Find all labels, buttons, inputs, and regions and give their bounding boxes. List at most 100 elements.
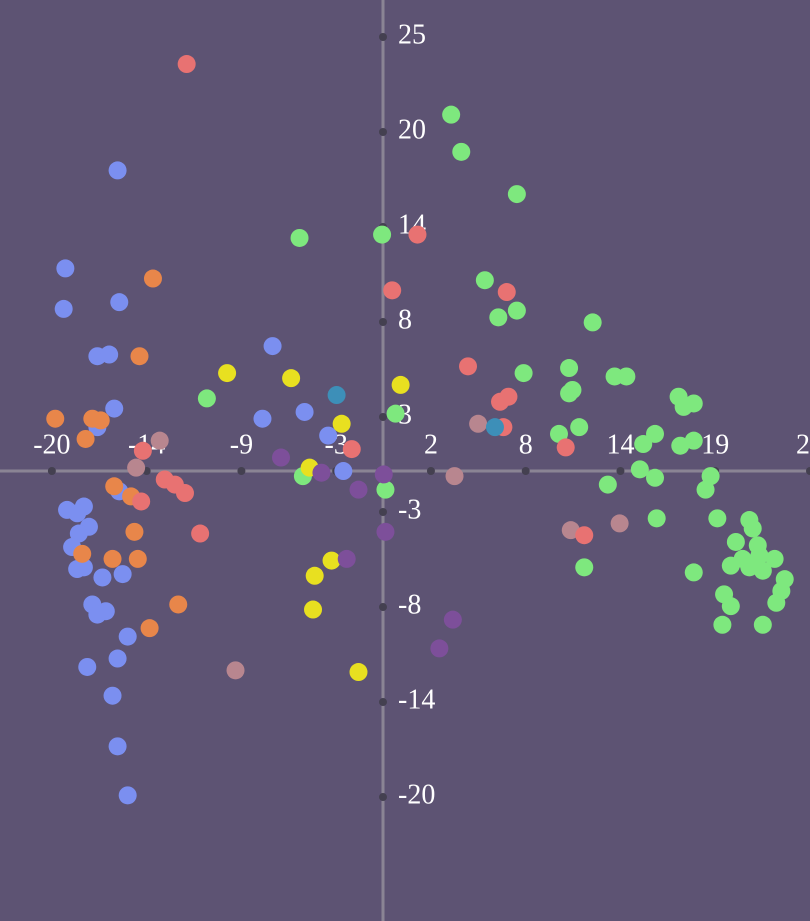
point xyxy=(118,786,137,805)
point xyxy=(169,595,188,614)
point xyxy=(740,558,759,577)
point xyxy=(383,281,402,300)
point xyxy=(327,386,346,405)
point xyxy=(556,438,575,457)
point xyxy=(408,225,427,244)
point xyxy=(103,549,122,568)
point xyxy=(684,394,703,413)
x-tick-mark xyxy=(521,467,530,475)
point xyxy=(373,225,392,244)
point xyxy=(647,509,666,528)
point xyxy=(282,369,301,388)
point xyxy=(497,283,516,302)
point xyxy=(46,409,65,428)
x-tick-mark xyxy=(237,467,246,475)
point xyxy=(197,389,216,408)
point xyxy=(442,105,461,124)
point xyxy=(753,561,772,580)
point xyxy=(750,546,769,565)
point xyxy=(133,441,152,460)
point xyxy=(386,404,405,423)
y-tick-mark xyxy=(379,127,387,136)
point xyxy=(443,610,462,629)
point xyxy=(376,480,395,499)
point xyxy=(127,458,146,477)
y-tick-label: -20 xyxy=(398,779,435,810)
point xyxy=(445,467,464,486)
point xyxy=(140,619,159,638)
point xyxy=(459,357,478,376)
point xyxy=(485,418,504,437)
point xyxy=(118,627,137,646)
y-tick-label: -3 xyxy=(398,494,421,525)
x-tick-label: 8 xyxy=(519,429,533,460)
y-tick-label: 8 xyxy=(398,304,412,335)
point xyxy=(349,663,368,682)
point xyxy=(630,460,649,479)
point xyxy=(575,526,594,545)
point xyxy=(105,477,124,496)
point xyxy=(226,661,245,680)
point xyxy=(113,565,132,584)
point xyxy=(701,467,720,486)
point xyxy=(93,568,112,587)
point xyxy=(684,431,703,450)
point xyxy=(175,484,194,503)
point xyxy=(708,509,727,528)
x-tick-label: -9 xyxy=(230,429,253,460)
point xyxy=(765,549,784,568)
point xyxy=(491,392,510,411)
point xyxy=(507,185,526,204)
point xyxy=(105,399,124,418)
point xyxy=(74,558,93,577)
x-tick-label: 25 xyxy=(796,429,810,460)
point xyxy=(91,411,110,430)
point xyxy=(78,657,97,676)
y-tick-label: -8 xyxy=(398,589,421,620)
point xyxy=(767,593,786,612)
point xyxy=(646,424,665,443)
point xyxy=(376,522,395,541)
point xyxy=(68,504,87,523)
point xyxy=(143,269,162,288)
point xyxy=(507,301,526,320)
point xyxy=(128,549,147,568)
point xyxy=(560,359,579,378)
y-tick-label: 25 xyxy=(398,19,426,50)
point xyxy=(374,465,393,484)
point xyxy=(218,364,237,383)
x-tick-label: -20 xyxy=(33,429,70,460)
point xyxy=(469,414,488,433)
point xyxy=(721,556,740,575)
point xyxy=(290,228,309,247)
point xyxy=(304,600,323,619)
point xyxy=(696,480,715,499)
x-tick-label: 2 xyxy=(424,429,438,460)
y-tick-mark xyxy=(379,318,387,327)
point xyxy=(452,142,471,161)
point xyxy=(489,308,508,327)
point xyxy=(391,375,410,394)
y-tick-label: -14 xyxy=(398,684,435,715)
point xyxy=(610,514,629,533)
point xyxy=(646,468,665,487)
y-tick-mark xyxy=(379,508,387,517)
point xyxy=(337,549,356,568)
point xyxy=(563,380,582,399)
point xyxy=(130,347,149,366)
point xyxy=(305,566,324,585)
point xyxy=(100,345,119,364)
point xyxy=(570,418,589,437)
point xyxy=(721,597,740,616)
point xyxy=(349,480,368,499)
point xyxy=(514,364,533,383)
point xyxy=(56,259,75,278)
point xyxy=(125,522,144,541)
point xyxy=(332,414,351,433)
point xyxy=(598,475,617,494)
y-tick-mark xyxy=(379,793,387,802)
point xyxy=(319,426,338,445)
point xyxy=(575,558,594,577)
point xyxy=(108,161,127,180)
